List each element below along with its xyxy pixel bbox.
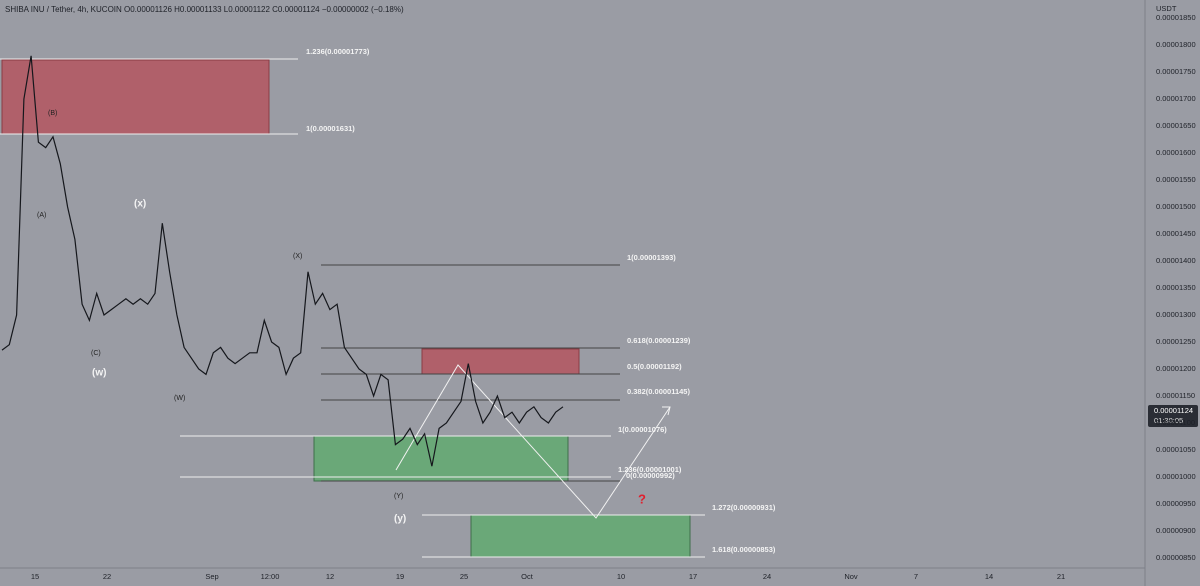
price-label: 0.00001000 xyxy=(1156,472,1196,481)
price-label: 0.00001250 xyxy=(1156,337,1196,346)
price-label: 0.00001850 xyxy=(1156,13,1196,22)
fib-label: 1(0.00001393) xyxy=(627,253,676,262)
badge-countdown: 01:30:05 xyxy=(1154,416,1183,425)
price-label: 0.00001400 xyxy=(1156,256,1196,265)
price-label: 0.00000950 xyxy=(1156,499,1196,508)
price-label: 0.00001500 xyxy=(1156,202,1196,211)
fib-label: 1(0.00001076) xyxy=(618,425,667,434)
price-label: 0.00001700 xyxy=(1156,94,1196,103)
price-label: 0.00001200 xyxy=(1156,364,1196,373)
fib-label: 1.272(0.00000931) xyxy=(712,503,776,512)
time-label: 21 xyxy=(1057,572,1065,581)
time-label: 24 xyxy=(763,572,771,581)
price-label: 0.00001100 xyxy=(1156,418,1195,427)
wave-label: (x) xyxy=(134,199,146,210)
wave-label: (A) xyxy=(37,212,46,219)
wave-label: (B) xyxy=(48,110,57,117)
time-label: 22 xyxy=(103,572,111,581)
supply-zone xyxy=(1,59,270,135)
price-badge xyxy=(1148,405,1198,427)
question-mark: ? xyxy=(638,491,646,506)
price-label: 0.00001150 xyxy=(1156,391,1195,400)
time-label: 10 xyxy=(617,572,625,581)
fib-label: 0.618(0.00001239) xyxy=(627,336,691,345)
price-label: 0.00000900 xyxy=(1156,526,1196,535)
wave-label: (Y) xyxy=(394,493,403,500)
time-label: 14 xyxy=(985,572,993,581)
time-label: 7 xyxy=(914,572,918,581)
fib-label: 1.236(0.00001001) xyxy=(618,465,682,474)
time-label: 17 xyxy=(689,572,697,581)
price-label: 0.00001750 xyxy=(1156,67,1196,76)
price-line xyxy=(1,55,564,467)
fib-label: 1.236(0.00001773) xyxy=(306,47,370,56)
fib-label: 0.382(0.00001145) xyxy=(627,387,690,396)
header: SHIBA INU / Tether, 4h, KUCOIN O0.000011… xyxy=(5,5,404,14)
wave-label: (W) xyxy=(174,395,185,402)
supply-zone xyxy=(421,348,580,375)
fib-label: 0(0.00000992) xyxy=(626,471,675,480)
time-label: Oct xyxy=(521,572,534,581)
badge-price: 0.00001124 xyxy=(1154,406,1193,415)
price-label: 0.00001650 xyxy=(1156,121,1196,130)
price-label: 0.00001350 xyxy=(1156,283,1196,292)
fib-label: 1(0.00001631) xyxy=(306,124,355,133)
time-label: 12:00 xyxy=(261,572,280,581)
time-label: 15 xyxy=(31,572,39,581)
projection-arrow xyxy=(662,406,671,416)
price-label: 0.00000850 xyxy=(1156,553,1196,562)
price-label: 0.00001050 xyxy=(1156,445,1196,454)
time-label: Sep xyxy=(205,572,218,581)
wave-label: (w) xyxy=(92,368,106,379)
demand-zone xyxy=(470,514,691,558)
axis-unit: USDT xyxy=(1156,4,1177,13)
time-label: 12 xyxy=(326,572,334,581)
wave-label: (y) xyxy=(394,514,406,525)
time-label: 19 xyxy=(396,572,404,581)
wave-label: (X) xyxy=(293,253,302,260)
demand-zone xyxy=(313,435,569,482)
price-label: 0.00001800 xyxy=(1156,40,1196,49)
fib-label: 1.618(0.00000853) xyxy=(712,545,776,554)
time-label: 25 xyxy=(460,572,468,581)
projection-path xyxy=(395,364,671,519)
price-label: 0.00001600 xyxy=(1156,148,1196,157)
price-label: 0.00001450 xyxy=(1156,229,1196,238)
price-label: 0.00001300 xyxy=(1156,310,1196,319)
wave-label: (C) xyxy=(91,350,101,357)
fib-lines xyxy=(0,58,705,558)
fib-label: 0.5(0.00001192) xyxy=(627,362,682,371)
price-label: 0.00001550 xyxy=(1156,175,1196,184)
time-label: Nov xyxy=(844,572,858,581)
